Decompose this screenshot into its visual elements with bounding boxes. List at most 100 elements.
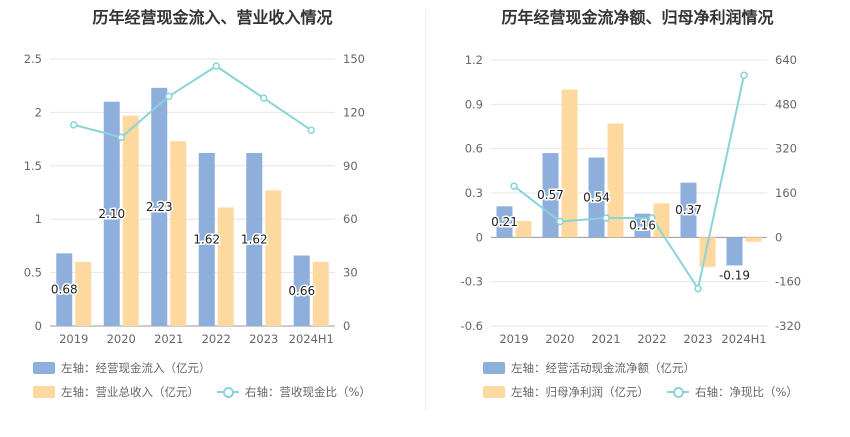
y-tick-label-right: 30 [343, 266, 358, 280]
y-tick-label-left: 2 [35, 105, 42, 119]
y-tick-label-right: 480 [775, 97, 797, 111]
data-label: 0.37 [675, 203, 702, 217]
bar [56, 253, 73, 326]
x-tick-label: 2022 [637, 332, 666, 346]
line-point [648, 214, 656, 222]
panel-divider [425, 10, 426, 410]
legend-label[interactable]: 左轴：归母净利润（亿元） [511, 385, 649, 399]
line-point [212, 62, 220, 70]
line-point [740, 71, 748, 79]
x-tick-label: 2023 [249, 332, 278, 346]
bar [312, 261, 329, 326]
chart-panel-net-cash: 历年经营现金流净额、归母净利润情况 -0.6 -0.3 0 0.3 0.6 0.9 1.2-… [425, 0, 850, 437]
chart-svg: 0 0.5 1 1.5 2 2.5 0 30 60 90 120 150 2019 2020 2021 202… [24, 52, 365, 346]
line-point [165, 92, 173, 101]
chart-title: 历年经营现金流净额、归母净利润情况 [501, 8, 774, 27]
chart-title: 历年经营现金流入、营业收入情况 [92, 8, 333, 27]
legend-swatch-bar [33, 362, 55, 374]
data-label: 1.62 [241, 232, 268, 246]
y-tick-label-right: 160 [775, 186, 797, 200]
bar [653, 203, 670, 238]
x-tick-label: 2020 [107, 332, 136, 346]
y-tick-label-left: 2.5 [24, 52, 42, 66]
bar [151, 87, 168, 326]
legend-label[interactable]: 右轴：营收现金比（%） [245, 385, 371, 399]
y-tick-label-right: 0 [775, 230, 782, 244]
data-label: 2.23 [146, 200, 173, 214]
y-tick-label-right: -320 [775, 319, 801, 333]
legend-swatch-bar [483, 386, 505, 398]
y-tick-label-left: 1.2 [465, 53, 483, 67]
y-tick-label-right: 150 [343, 52, 365, 66]
line-point [70, 121, 78, 129]
x-tick-label: 2023 [683, 332, 712, 346]
bar [103, 101, 120, 326]
y-tick-label-right: 90 [343, 159, 358, 173]
bar [217, 207, 234, 326]
legend-label[interactable]: 左轴：营业总收入（亿元） [61, 385, 199, 399]
y-tick-label-right: 0 [343, 319, 350, 333]
line-point [694, 284, 702, 293]
bar [515, 221, 532, 238]
y-tick-label-right: 60 [343, 212, 358, 226]
y-tick-label-left: 1 [35, 212, 42, 226]
legend-label[interactable]: 右轴：净现比（%） [695, 385, 798, 399]
data-label: 1.62 [193, 232, 220, 246]
line-point [117, 133, 125, 142]
y-tick-label-right: -160 [775, 275, 801, 289]
x-tick-label: 2024H1 [721, 332, 766, 346]
chart-panel-cash-inflow: 历年经营现金流入、营业收入情况 0 0.5 1 1.5 2 2.5 0 30 60 90 120 15… [24, 8, 371, 399]
legend-label[interactable]: 左轴：经营现金流入（亿元） [61, 361, 211, 375]
x-tick-label: 2019 [59, 332, 88, 346]
line-series [73, 64, 312, 139]
bar [745, 237, 762, 242]
data-label: 0.54 [583, 190, 610, 204]
bar [122, 115, 139, 326]
bar [265, 190, 282, 326]
y-tick-label-right: 120 [343, 105, 365, 119]
bar [561, 89, 578, 238]
x-tick-label: 2019 [499, 332, 528, 346]
data-label: -0.19 [719, 268, 750, 282]
data-label: 0.57 [537, 188, 564, 202]
y-tick-label-left: 0.3 [465, 186, 483, 200]
y-tick-label-left: 0.9 [465, 97, 483, 111]
legend-swatch-bar [33, 386, 55, 398]
data-label: 0.68 [51, 283, 78, 297]
bar [246, 152, 263, 326]
chart-svg: -0.6 -0.3 0 0.3 0.6 0.9 1.2 -320 -160 0 160 320 480 6… [461, 53, 802, 346]
x-tick-label: 2021 [591, 332, 620, 346]
x-tick-label: 2024H1 [289, 332, 334, 346]
line-point [510, 182, 518, 190]
line-point [260, 94, 268, 102]
x-tick-label: 2022 [202, 332, 231, 346]
line-point [556, 217, 564, 226]
x-tick-label: 2021 [154, 332, 183, 346]
y-tick-label-right: 640 [775, 53, 797, 67]
bar [496, 206, 513, 238]
legend-label[interactable]: 左轴：经营活动现金流净额（亿元） [511, 361, 695, 375]
bar [680, 182, 697, 238]
legend-swatch-bar [483, 362, 505, 374]
legend-swatch-line [667, 386, 689, 398]
y-tick-label-left: -0.6 [461, 319, 483, 333]
y-tick-label-left: 0.5 [24, 266, 42, 280]
bar [293, 255, 310, 326]
bar [198, 152, 215, 326]
y-tick-label-right: 320 [775, 142, 797, 156]
bar [75, 261, 92, 326]
bar [607, 123, 624, 238]
data-label: 2.10 [98, 207, 125, 221]
y-tick-label-left: 0 [35, 319, 42, 333]
line-series [513, 75, 745, 292]
y-tick-label-left: 1.5 [24, 159, 42, 173]
bar [726, 237, 743, 266]
y-tick-label-left: 0.6 [465, 142, 483, 156]
data-label: 0.16 [629, 219, 656, 233]
bar [634, 213, 651, 238]
x-tick-label: 2020 [545, 332, 574, 346]
line-point [602, 214, 610, 222]
bar [170, 141, 187, 326]
data-label: 0.21 [491, 215, 518, 229]
line-point [307, 126, 315, 134]
